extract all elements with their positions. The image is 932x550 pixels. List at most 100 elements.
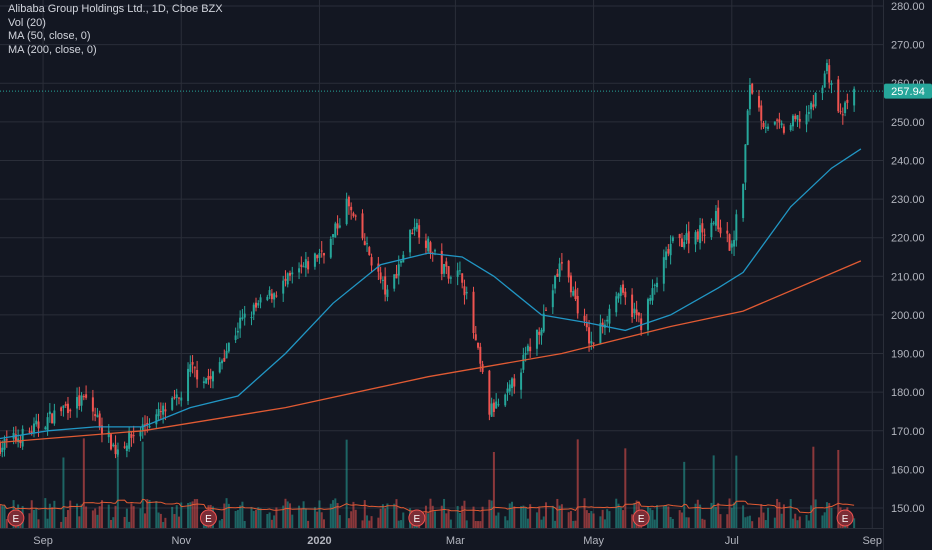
- candle-body: [205, 378, 208, 384]
- candle-body: [522, 354, 525, 370]
- volume-bar: [397, 520, 400, 528]
- candle-body: [273, 293, 276, 300]
- volume-bar: [300, 508, 303, 528]
- candle-body: [551, 290, 554, 308]
- candle-body: [735, 214, 738, 241]
- candle-body: [171, 397, 174, 410]
- volume-bar: [794, 513, 797, 528]
- candle-body: [329, 238, 332, 258]
- candle-body: [307, 261, 310, 270]
- volume-bar: [236, 510, 239, 528]
- volume-bar: [823, 512, 826, 528]
- candle-body: [773, 121, 776, 125]
- earnings-marker-icon: [199, 509, 217, 527]
- volume-bar: [671, 518, 674, 528]
- price-tick-label: 210.00: [891, 271, 925, 283]
- candle-body: [14, 434, 17, 441]
- volume-bar: [196, 499, 199, 528]
- volume-bar: [712, 455, 715, 528]
- candle-body: [805, 114, 808, 125]
- candle-body: [336, 223, 339, 229]
- candle-body: [757, 96, 760, 108]
- symbol-title[interactable]: Alibaba Group Holdings Ltd., 1D, Cboe BZ…: [8, 3, 223, 15]
- volume-bar: [545, 502, 548, 528]
- volume-bar: [479, 521, 482, 528]
- candle-body: [282, 280, 285, 294]
- candle-body: [443, 264, 446, 274]
- candle-body: [764, 127, 767, 129]
- volume-bar: [456, 505, 459, 528]
- candle-body: [316, 255, 319, 259]
- volume-bar: [130, 503, 133, 528]
- candle-body: [76, 397, 79, 409]
- volume-bar: [463, 500, 466, 528]
- candle-body: [85, 394, 88, 398]
- candle-body: [427, 238, 430, 252]
- volume-bar: [656, 505, 659, 528]
- volume-bar: [492, 451, 495, 528]
- volume-bar: [703, 519, 706, 528]
- candle-body: [762, 122, 765, 127]
- candle-body: [91, 397, 94, 412]
- time-axis[interactable]: Sep Nov 2020 Mar May Jul Sep: [33, 535, 882, 547]
- volume-bar: [538, 507, 541, 528]
- candle-body: [180, 397, 183, 401]
- candle-body: [64, 404, 67, 406]
- volume-bar: [370, 516, 373, 528]
- candle-body: [474, 334, 477, 341]
- candle-body: [814, 93, 817, 107]
- candle-body: [778, 119, 781, 123]
- volume-bar: [735, 455, 738, 528]
- candle-body: [526, 345, 529, 352]
- candle-body: [554, 275, 557, 289]
- volume-bar: [608, 511, 611, 528]
- volume-bar: [354, 509, 357, 528]
- volume-indicator-label[interactable]: Vol (20): [8, 16, 46, 29]
- volume-bar: [363, 500, 366, 528]
- volume-bar: [497, 512, 500, 528]
- volume-bar: [810, 505, 813, 528]
- candle-body: [28, 431, 31, 433]
- candle-body: [574, 289, 577, 300]
- volume-bar: [187, 502, 190, 528]
- candle-body: [211, 371, 214, 382]
- volume-bar: [366, 515, 369, 528]
- ma200-indicator-label[interactable]: MA (200, close, 0): [8, 43, 97, 56]
- volume-bar: [488, 499, 491, 528]
- candle-body: [665, 251, 668, 260]
- volume-bar: [694, 503, 697, 528]
- volume-bar: [307, 520, 310, 528]
- volume-bar: [653, 519, 656, 528]
- volume-bar: [622, 510, 625, 528]
- volume-bar: [821, 515, 824, 528]
- candle-body: [685, 233, 688, 241]
- volume-bar: [252, 510, 255, 528]
- volume-bar: [395, 499, 398, 528]
- volume-bar: [440, 505, 443, 528]
- volume-bar: [554, 520, 557, 528]
- volume-bar: [250, 506, 253, 528]
- candle-body: [48, 411, 51, 415]
- volume-bar: [221, 518, 224, 528]
- candle-body: [300, 264, 303, 267]
- volume-bar: [234, 510, 237, 528]
- candle-body: [447, 266, 450, 279]
- earnings-marker-label: E: [13, 514, 20, 525]
- candle-body: [497, 404, 500, 406]
- volume-bar: [128, 521, 131, 528]
- price-tick-label: 170.00: [891, 426, 925, 438]
- candle-body: [726, 230, 729, 234]
- volume-bar: [336, 503, 339, 528]
- candle-body: [259, 297, 262, 303]
- volume-bar: [560, 504, 563, 528]
- candle-body: [488, 370, 491, 415]
- volume-bar: [239, 505, 242, 528]
- price-tick-label: 250.00: [891, 117, 925, 129]
- volume-bar: [746, 516, 749, 528]
- volume-bar: [116, 442, 119, 528]
- candle-body: [123, 446, 126, 448]
- candle-body: [461, 273, 464, 283]
- candle-body: [209, 376, 212, 379]
- ma50-indicator-label[interactable]: MA (50, close, 0): [8, 30, 91, 42]
